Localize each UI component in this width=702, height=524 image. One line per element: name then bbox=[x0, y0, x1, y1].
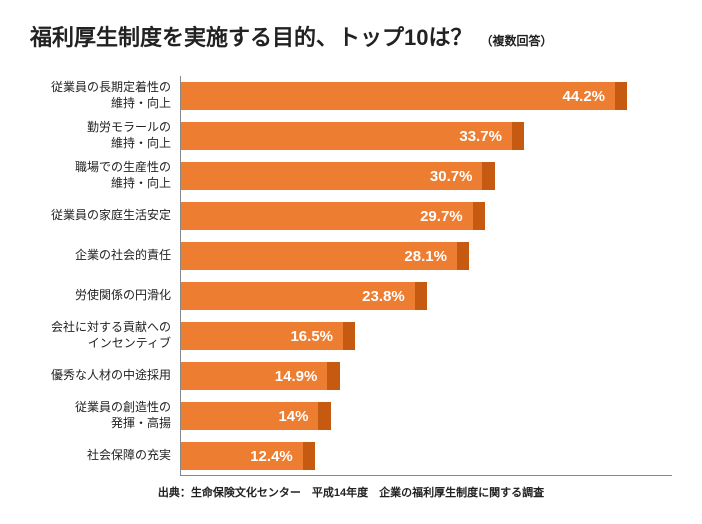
bar-slot: 29.7% bbox=[181, 202, 672, 230]
bar-row: 社会保障の充実12.4% bbox=[181, 436, 672, 476]
bar-label: 勤労モラールの維持・向上 bbox=[26, 120, 171, 151]
chart-source: 出典：生命保険文化センター 平成14年度 企業の福利厚生制度に関する調査 bbox=[30, 484, 672, 500]
bar-row: 労使関係の円滑化23.8% bbox=[181, 276, 672, 316]
bar-label: 優秀な人材の中途採用 bbox=[26, 368, 171, 384]
bar-slot: 28.1% bbox=[181, 242, 672, 270]
bar-label: 職場での生産性の維持・向上 bbox=[26, 160, 171, 191]
bar-label: 従業員の長期定着性の維持・向上 bbox=[26, 80, 171, 111]
bar-row: 従業員の家庭生活安定29.7% bbox=[181, 196, 672, 236]
chart-title-row: 福利厚生制度を実施する目的、トップ10は？ （複数回答） bbox=[30, 20, 672, 52]
bar: 33.7% bbox=[181, 122, 512, 150]
bar-chart: 従業員の長期定着性の維持・向上44.2%勤労モラールの維持・向上33.7%職場で… bbox=[180, 76, 672, 476]
bar: 12.4% bbox=[181, 442, 303, 470]
bar-value: 33.7% bbox=[459, 128, 502, 145]
bar-slot: 33.7% bbox=[181, 122, 672, 150]
bar-label: 社会保障の充実 bbox=[26, 448, 171, 464]
bar-row: 従業員の創造性の発揮・高揚14% bbox=[181, 396, 672, 436]
chart-title-sub: （複数回答） bbox=[480, 32, 552, 49]
bar-slot: 12.4% bbox=[181, 442, 672, 470]
bar-value: 12.4% bbox=[250, 448, 293, 465]
bar: 28.1% bbox=[181, 242, 457, 270]
bar-slot: 30.7% bbox=[181, 162, 672, 190]
bar-slot: 16.5% bbox=[181, 322, 672, 350]
bar-slot: 14% bbox=[181, 402, 672, 430]
bar-label: 企業の社会的責任 bbox=[26, 248, 171, 264]
bar-value: 14.9% bbox=[275, 368, 318, 385]
bar-row: 企業の社会的責任28.1% bbox=[181, 236, 672, 276]
bar-row: 従業員の長期定着性の維持・向上44.2% bbox=[181, 76, 672, 116]
bar-value: 14% bbox=[278, 408, 308, 425]
bar-label: 従業員の創造性の発揮・高揚 bbox=[26, 400, 171, 431]
bar-value: 28.1% bbox=[404, 248, 447, 265]
bar: 44.2% bbox=[181, 82, 615, 110]
bar-label: 会社に対する貢献へのインセンティブ bbox=[26, 320, 171, 351]
bar-row: 会社に対する貢献へのインセンティブ16.5% bbox=[181, 316, 672, 356]
bar-row: 優秀な人材の中途採用14.9% bbox=[181, 356, 672, 396]
bar-row: 職場での生産性の維持・向上30.7% bbox=[181, 156, 672, 196]
bar: 23.8% bbox=[181, 282, 415, 310]
bar-label: 労使関係の円滑化 bbox=[26, 288, 171, 304]
bar-label: 従業員の家庭生活安定 bbox=[26, 208, 171, 224]
bar: 14% bbox=[181, 402, 318, 430]
bar-value: 30.7% bbox=[430, 168, 473, 185]
bar-value: 23.8% bbox=[362, 288, 405, 305]
bar-slot: 44.2% bbox=[181, 82, 672, 110]
bar-value: 16.5% bbox=[290, 328, 333, 345]
bar: 14.9% bbox=[181, 362, 327, 390]
bar-value: 44.2% bbox=[562, 88, 605, 105]
bar: 30.7% bbox=[181, 162, 482, 190]
bar-row: 勤労モラールの維持・向上33.7% bbox=[181, 116, 672, 156]
bar-value: 29.7% bbox=[420, 208, 463, 225]
bar-slot: 23.8% bbox=[181, 282, 672, 310]
bar: 16.5% bbox=[181, 322, 343, 350]
bar-slot: 14.9% bbox=[181, 362, 672, 390]
chart-title-main: 福利厚生制度を実施する目的、トップ10は？ bbox=[30, 20, 472, 52]
bar: 29.7% bbox=[181, 202, 473, 230]
